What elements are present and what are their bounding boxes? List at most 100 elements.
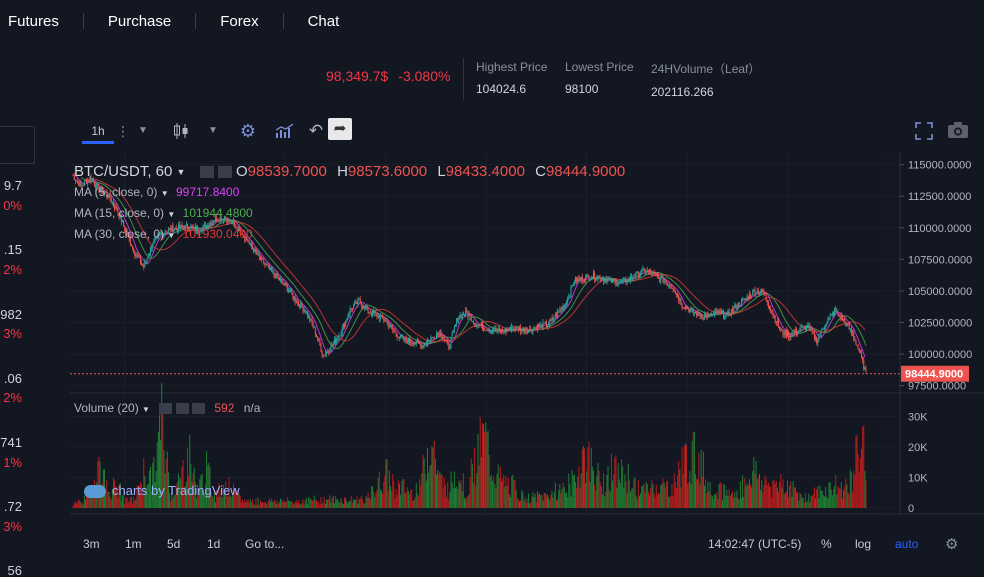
redo-icon[interactable]: ➦ — [328, 118, 352, 140]
candle-body — [243, 234, 245, 236]
ma30-label[interactable]: MA (30, close, 0) — [74, 227, 165, 241]
undo-icon[interactable]: ↶ — [308, 121, 324, 140]
market-row-value[interactable]: 9.7 — [3, 178, 22, 193]
symbol-label[interactable]: BTC/USDT, 60 — [74, 163, 173, 180]
legend-gear-icon[interactable] — [217, 166, 232, 179]
candle-body — [545, 322, 547, 327]
candle-body — [719, 310, 721, 312]
camera-icon[interactable] — [947, 121, 971, 141]
market-row-value[interactable]: 56 — [7, 563, 22, 577]
volume-bar — [303, 504, 305, 508]
chevron-down-icon[interactable]: ▼ — [167, 210, 176, 219]
volume-bar — [432, 448, 434, 508]
volume-bar — [829, 481, 831, 508]
market-row-value[interactable]: .72 — [3, 499, 22, 514]
candle-body — [429, 340, 431, 342]
more-vertical-icon[interactable]: ⋮ — [116, 123, 130, 139]
volume-bar — [263, 502, 265, 508]
volume-bar — [404, 493, 406, 508]
volume-bar — [209, 467, 211, 508]
volume-bar — [337, 499, 339, 508]
nav-futures[interactable]: Futures — [8, 12, 59, 30]
gear-icon[interactable]: ⚙ — [945, 536, 959, 553]
volume-bar — [543, 492, 545, 508]
candle-body — [582, 280, 584, 282]
candle-body — [599, 276, 601, 281]
nav-purchase[interactable]: Purchase — [107, 12, 172, 30]
market-list-search-box[interactable] — [0, 126, 35, 164]
chevron-down-icon[interactable]: ▼ — [138, 125, 148, 136]
candle-body — [710, 313, 712, 317]
volume-bar — [708, 491, 710, 508]
candlestick-type-icon[interactable] — [172, 118, 190, 144]
range-3m[interactable]: 3m — [83, 537, 100, 551]
nav-forex[interactable]: Forex — [220, 12, 259, 30]
candle-body — [370, 313, 372, 315]
ma5-line — [75, 175, 866, 358]
volume-bar — [761, 480, 763, 508]
market-row-value[interactable]: 982 — [0, 307, 22, 322]
goto-button[interactable]: Go to... — [245, 537, 285, 551]
candle-body — [317, 336, 319, 340]
chevron-down-icon[interactable]: ▼ — [208, 125, 218, 136]
volume-label[interactable]: Volume (20) — [74, 401, 139, 415]
nav-chat[interactable]: Chat — [307, 12, 340, 30]
tradingview-watermark[interactable]: charts by TradingView — [84, 483, 240, 499]
candle-body — [522, 327, 524, 330]
candle-body — [791, 333, 793, 337]
price-chart[interactable]: 115000.0000 112500.0000 110000.0000 107500.… — [70, 152, 984, 531]
volume-bar — [810, 496, 812, 508]
candle-body — [623, 278, 625, 281]
volume-settings-icon[interactable] — [159, 403, 173, 415]
chevron-down-icon[interactable]: ▼ — [142, 405, 150, 414]
volume-bar — [438, 474, 440, 508]
range-1m[interactable]: 1m — [125, 537, 142, 551]
percent-toggle[interactable]: % — [821, 537, 832, 551]
chevron-down-icon[interactable]: ▼ — [160, 189, 169, 198]
candle-body — [106, 192, 108, 196]
candle-body — [499, 329, 501, 332]
volume-bar — [421, 473, 423, 508]
candle-body — [309, 315, 311, 321]
candle-body — [262, 257, 264, 260]
volume-bar — [414, 497, 416, 508]
ma5-label[interactable]: MA (5, close, 0) — [74, 185, 158, 199]
candle-body — [540, 324, 542, 326]
candle-body — [143, 265, 145, 268]
candle-body — [647, 270, 649, 272]
volume-bar — [675, 487, 677, 508]
fullscreen-icon[interactable] — [914, 121, 934, 141]
legend-settings-icon[interactable] — [199, 166, 214, 179]
range-1d[interactable]: 1d — [207, 537, 221, 551]
candle-body — [749, 293, 751, 297]
gear-icon[interactable]: ⚙ — [239, 121, 257, 141]
candle-body — [646, 270, 648, 272]
volume-gear-icon[interactable] — [175, 403, 189, 415]
indicators-icon[interactable] — [274, 118, 296, 144]
volume-bar — [515, 490, 517, 508]
volume-bar — [109, 497, 111, 508]
volume-bar — [748, 478, 750, 508]
candle-body — [236, 227, 238, 229]
candle-body — [464, 314, 466, 316]
volume-bar — [581, 449, 583, 508]
volume-bar — [108, 491, 110, 508]
volume-bar — [450, 471, 452, 508]
market-row-value[interactable]: .15 — [3, 242, 22, 257]
volume-bar — [710, 495, 712, 508]
market-row-value[interactable]: 741 — [0, 435, 22, 450]
close-icon[interactable] — [192, 403, 205, 415]
clock-timezone[interactable]: 14:02:47 (UTC-5) — [708, 537, 802, 551]
chart-canvas[interactable]: 115000.0000112500.0000110000.0000107500.… — [70, 152, 984, 531]
log-toggle[interactable]: log — [855, 537, 872, 551]
market-row-value[interactable]: .06 — [3, 371, 22, 386]
auto-toggle[interactable]: auto — [895, 537, 919, 551]
ma15-label[interactable]: MA (15, close, 0) — [74, 206, 165, 220]
volume-bar — [367, 492, 369, 508]
chevron-down-icon[interactable]: ▼ — [176, 167, 186, 178]
candle-body — [693, 312, 695, 314]
interval-button[interactable]: 1h — [82, 118, 114, 144]
range-5d[interactable]: 5d — [167, 537, 181, 551]
volume-bar — [89, 495, 91, 508]
chevron-down-icon[interactable]: ▼ — [167, 231, 176, 240]
